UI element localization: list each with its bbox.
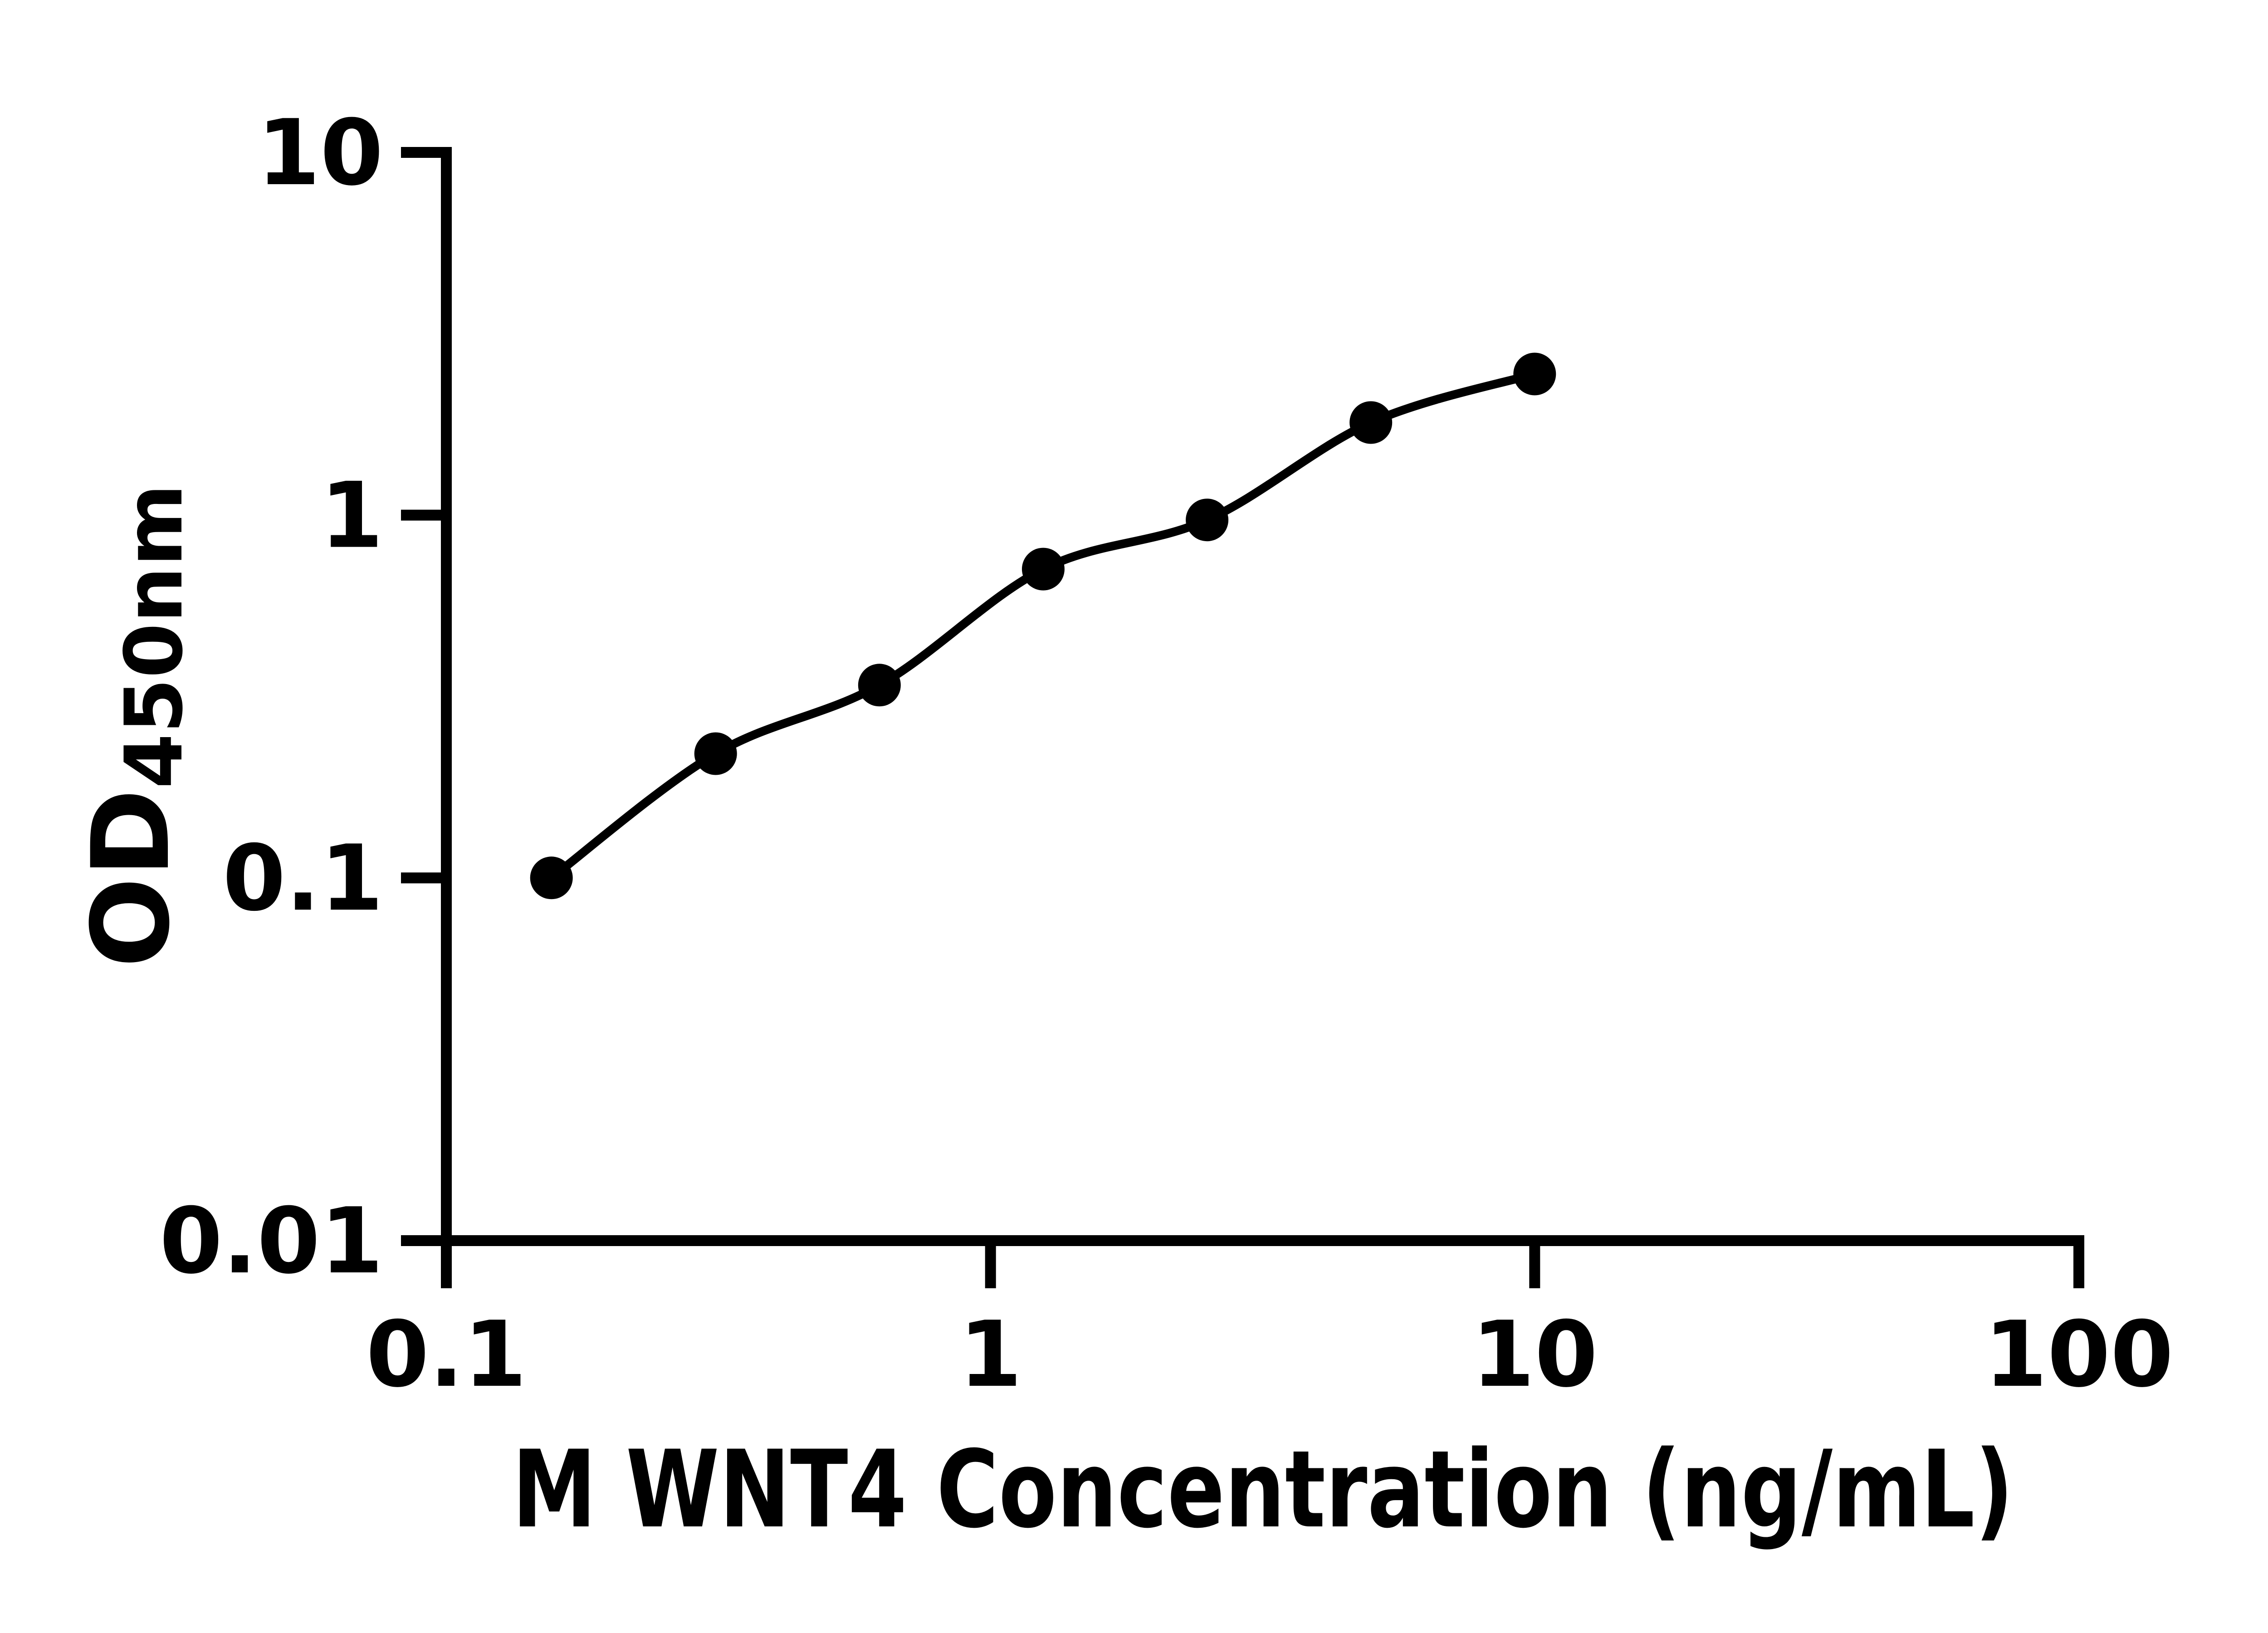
- y-tick-label: 1: [320, 463, 383, 569]
- data-point: [694, 732, 737, 775]
- x-tick-label: 10: [1471, 1302, 1598, 1408]
- data-point: [1186, 499, 1229, 542]
- axis-lines: [441, 147, 2084, 1246]
- x-tick-label: 0.1: [366, 1302, 527, 1408]
- x-tick-label: 1: [959, 1302, 1022, 1408]
- fit-curve: [547, 370, 1539, 882]
- y-tick-label: 0.01: [160, 1188, 383, 1294]
- data-point: [1349, 401, 1393, 444]
- data-point: [1513, 352, 1556, 396]
- data-point: [1022, 548, 1065, 591]
- y-axis-ticks: [401, 147, 446, 1246]
- x-axis-tick-labels: 0.1 1 10 100: [366, 1302, 2174, 1408]
- x-tick-label: 100: [1984, 1302, 2173, 1408]
- y-tick-label: 10: [257, 100, 383, 206]
- y-axis-tick-labels: 0.01 0.1 1 10: [160, 100, 383, 1294]
- y-axis-title-sub: 450nm: [108, 484, 200, 788]
- x-axis-ticks: [441, 1241, 2084, 1288]
- data-point: [530, 856, 573, 900]
- y-axis-title: OD450nm: [69, 484, 200, 968]
- x-axis-title: M WNT4 Concentration (ng/mL): [512, 1428, 2014, 1552]
- axes: [401, 147, 2084, 1288]
- data-points: [530, 352, 1556, 900]
- y-tick-label: 0.1: [223, 826, 383, 931]
- data-point: [858, 664, 901, 707]
- y-axis-title-main: OD: [69, 789, 193, 968]
